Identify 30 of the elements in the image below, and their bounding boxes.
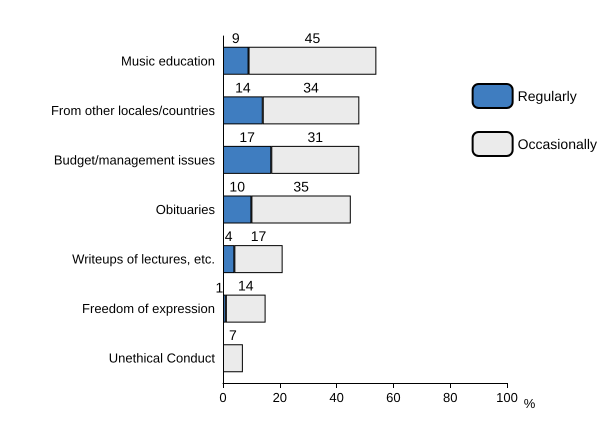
legend-label: Occasionally <box>518 136 598 152</box>
y-tick-label: Music education <box>121 53 215 68</box>
data-label: 35 <box>293 178 310 194</box>
data-label: 14 <box>235 79 251 96</box>
x-tick-label: 100 <box>496 390 518 405</box>
y-tick-label: Obituaries <box>156 202 216 217</box>
data-label: 9 <box>232 30 240 46</box>
data-label: 17 <box>239 128 256 145</box>
x-tick-label: 0 <box>219 390 227 405</box>
data-label: 34 <box>303 79 320 96</box>
y-tick-label: Budget/management issues <box>54 152 216 168</box>
data-label: 4 <box>224 228 233 244</box>
data-label: 1 <box>216 280 224 296</box>
bar <box>226 294 266 323</box>
data-label: 45 <box>304 30 320 46</box>
data-label: 7 <box>229 327 238 344</box>
y-tick-label: Unethical Conduct <box>108 350 216 366</box>
x-tick-label: 80 <box>442 390 458 405</box>
y-tick-label: Freedom of expression <box>82 301 215 316</box>
x-axis-title: % <box>524 396 536 411</box>
data-label: 31 <box>308 128 324 145</box>
data-label: 17 <box>250 228 266 244</box>
y-tick-label: From other locales/countries <box>50 102 216 118</box>
x-tick-label: 40 <box>329 390 344 405</box>
x-tick-label: 20 <box>272 390 288 405</box>
x-tick-label: 60 <box>386 390 401 405</box>
data-label: 14 <box>238 278 254 294</box>
data-label: 10 <box>229 178 246 194</box>
y-tick-label: Writeups of lectures, etc. <box>72 252 215 267</box>
legend-label: Regularly <box>518 88 577 104</box>
